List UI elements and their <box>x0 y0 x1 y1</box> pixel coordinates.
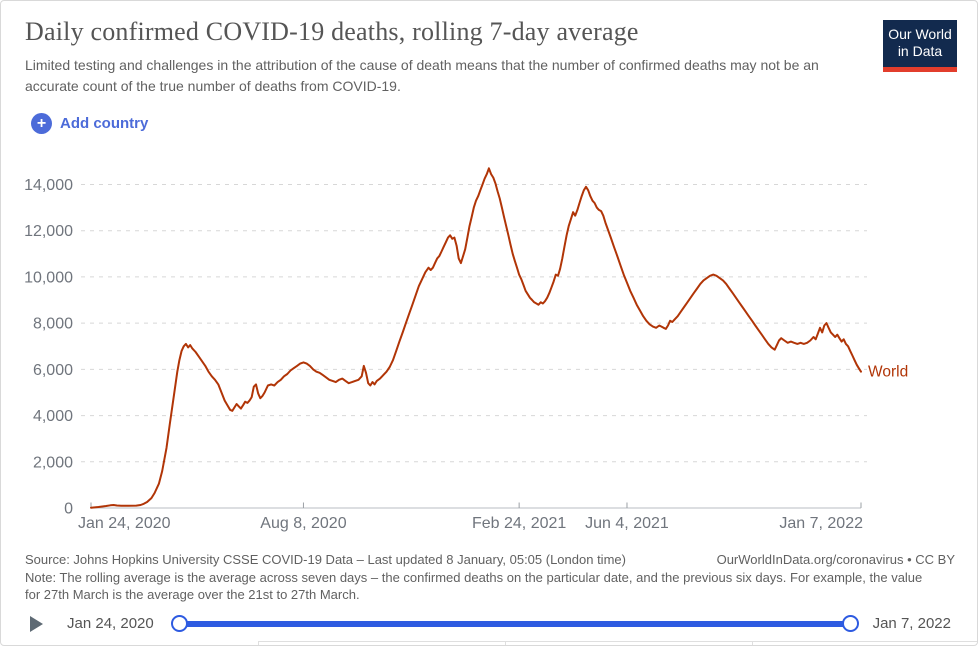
y-axis-tick-label: 12,000 <box>24 223 73 240</box>
series-end-label: World <box>868 364 908 381</box>
y-axis-tick-label: 4,000 <box>33 408 73 425</box>
y-axis-tick-label: 8,000 <box>33 316 73 333</box>
y-axis-tick-label: 10,000 <box>24 269 73 286</box>
owid-logo-line2: in Data <box>897 43 943 59</box>
owid-logo-red-bar <box>883 67 957 72</box>
note-text: Note: The rolling average is the average… <box>25 570 923 602</box>
y-axis-tick-label: 2,000 <box>33 454 73 471</box>
x-axis-tick-label: Jan 7, 2022 <box>779 515 863 532</box>
tab-separator <box>752 641 753 645</box>
owid-coronavirus-link[interactable]: OurWorldInData.org/coronavirus • CC BY <box>716 552 955 567</box>
timeline-handle-start[interactable] <box>171 615 188 632</box>
tab-separator <box>258 641 259 645</box>
world-series-line <box>90 167 862 509</box>
x-axis-tick-label: Jun 4, 2021 <box>585 515 669 532</box>
timeline-end-label: Jan 7, 2022 <box>872 615 951 632</box>
tab-bar-top-border <box>258 641 977 642</box>
y-axis-tick-label: 6,000 <box>33 362 73 379</box>
source-row: Source: Johns Hopkins University CSSE CO… <box>25 552 955 567</box>
tab-separator <box>505 641 506 645</box>
timeline-track[interactable] <box>171 615 859 632</box>
x-axis-tick-label: Feb 24, 2021 <box>472 515 566 532</box>
timeline-start-label: Jan 24, 2020 <box>67 615 154 632</box>
x-axis-tick-label: Aug 8, 2020 <box>260 515 346 532</box>
chart-subtitle: Limited testing and challenges in the at… <box>25 57 819 94</box>
add-country-label: Add country <box>60 115 149 132</box>
source-text: Source: Johns Hopkins University CSSE CO… <box>25 552 626 567</box>
play-icon[interactable] <box>30 616 43 632</box>
x-axis-tick-label: Jan 24, 2020 <box>78 515 171 532</box>
timeline-handle-end[interactable] <box>842 615 859 632</box>
plus-icon: + <box>31 113 52 134</box>
timeline: Jan 24, 2020 Jan 7, 2022 <box>1 609 977 641</box>
owid-logo[interactable]: Our World in Data <box>883 20 957 72</box>
y-axis-tick-label: 0 <box>64 501 73 518</box>
owid-logo-line1: Our World <box>888 26 952 42</box>
y-axis-tick-label: 14,000 <box>24 177 73 194</box>
chart-title: Daily confirmed COVID-19 deaths, rolling… <box>25 17 639 46</box>
add-country-button[interactable]: + Add country <box>31 113 148 134</box>
